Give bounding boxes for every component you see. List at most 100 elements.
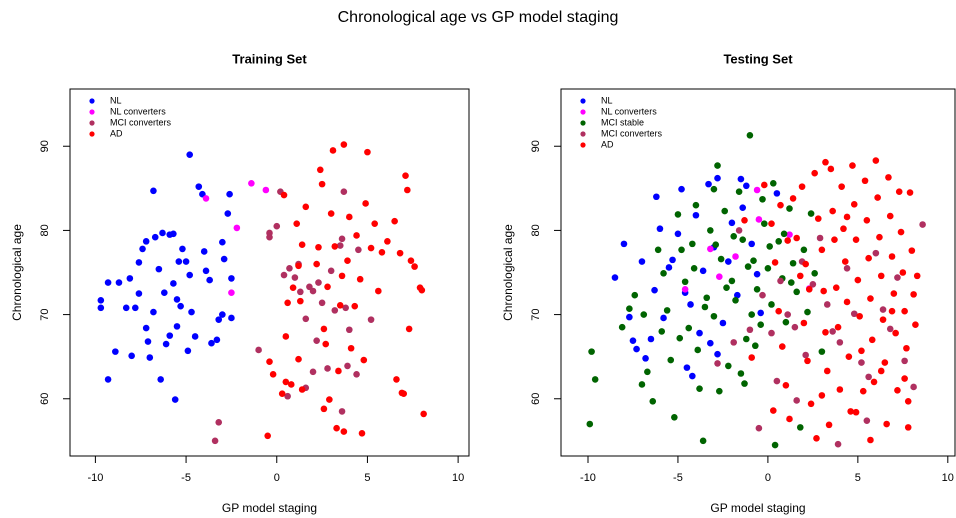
point — [892, 329, 899, 337]
point — [865, 373, 872, 381]
point — [694, 346, 702, 354]
point — [741, 217, 748, 224]
point — [289, 284, 297, 291]
point — [877, 272, 885, 280]
point — [796, 272, 804, 280]
point — [813, 435, 820, 442]
point — [638, 381, 646, 388]
point — [741, 380, 748, 387]
point — [759, 195, 766, 203]
point — [215, 419, 223, 426]
point — [291, 274, 299, 281]
point — [886, 325, 894, 333]
point — [825, 421, 833, 429]
point — [298, 386, 306, 393]
y-axis-label: Chronological age — [501, 224, 515, 321]
point — [618, 323, 626, 331]
point — [327, 210, 335, 217]
point — [689, 240, 696, 248]
point — [405, 325, 413, 333]
point — [367, 244, 375, 252]
x-axis-label: GP model staging — [710, 501, 805, 515]
point — [768, 301, 775, 308]
point — [703, 294, 711, 302]
point — [284, 392, 291, 400]
point — [626, 313, 633, 321]
point — [404, 186, 411, 194]
point — [173, 296, 181, 303]
point — [858, 347, 865, 355]
point — [284, 299, 291, 307]
point — [775, 307, 782, 315]
point — [732, 253, 739, 260]
point — [144, 338, 152, 345]
legend-label: MCI stable — [601, 117, 644, 127]
point — [841, 258, 849, 265]
legend-marker — [89, 98, 95, 104]
point — [344, 257, 351, 265]
point — [903, 344, 910, 352]
x-tick-label: 5 — [364, 472, 370, 484]
point — [777, 201, 784, 209]
point — [809, 280, 817, 288]
point — [699, 267, 707, 275]
point — [883, 420, 890, 428]
point — [827, 165, 835, 173]
point — [687, 301, 694, 308]
point — [318, 299, 326, 307]
legend-label: NL converters — [110, 106, 166, 116]
x-tick-label: 10 — [452, 472, 464, 484]
plot-frame — [560, 88, 956, 457]
point — [620, 240, 628, 248]
point — [901, 307, 908, 315]
plot-frame — [69, 88, 470, 457]
point — [760, 220, 768, 227]
point — [200, 248, 208, 255]
point — [728, 277, 736, 285]
point — [391, 217, 398, 225]
point — [692, 201, 700, 209]
point — [879, 306, 887, 313]
x-tick-label: 5 — [855, 472, 861, 484]
point — [850, 310, 858, 318]
point — [876, 233, 883, 241]
point — [753, 286, 761, 293]
point — [778, 343, 786, 350]
point — [730, 233, 738, 240]
point — [135, 259, 143, 266]
point — [177, 302, 184, 310]
point — [752, 342, 759, 350]
point — [211, 437, 219, 445]
point — [266, 358, 273, 366]
point — [188, 308, 195, 316]
point — [364, 148, 371, 156]
point — [135, 290, 143, 297]
point — [716, 387, 723, 395]
point — [667, 356, 675, 364]
point — [766, 243, 773, 250]
point — [678, 185, 685, 193]
point — [707, 227, 714, 234]
point — [663, 307, 671, 314]
point — [753, 270, 761, 278]
point — [378, 248, 386, 256]
legend-label: MCI converters — [110, 117, 172, 127]
point — [191, 333, 199, 340]
point — [811, 270, 818, 277]
point — [287, 381, 295, 388]
point — [324, 365, 331, 372]
point — [859, 387, 867, 395]
point — [309, 287, 317, 295]
point — [297, 288, 304, 296]
point — [840, 225, 847, 233]
x-tick-label: 0 — [765, 472, 771, 484]
x-tick-label: -10 — [87, 472, 103, 484]
point — [206, 276, 213, 284]
point — [807, 400, 815, 408]
point — [753, 186, 761, 194]
point — [342, 304, 349, 312]
point — [104, 279, 112, 286]
point — [732, 296, 739, 304]
point — [146, 354, 154, 361]
y-tick-label: 60 — [39, 393, 51, 405]
